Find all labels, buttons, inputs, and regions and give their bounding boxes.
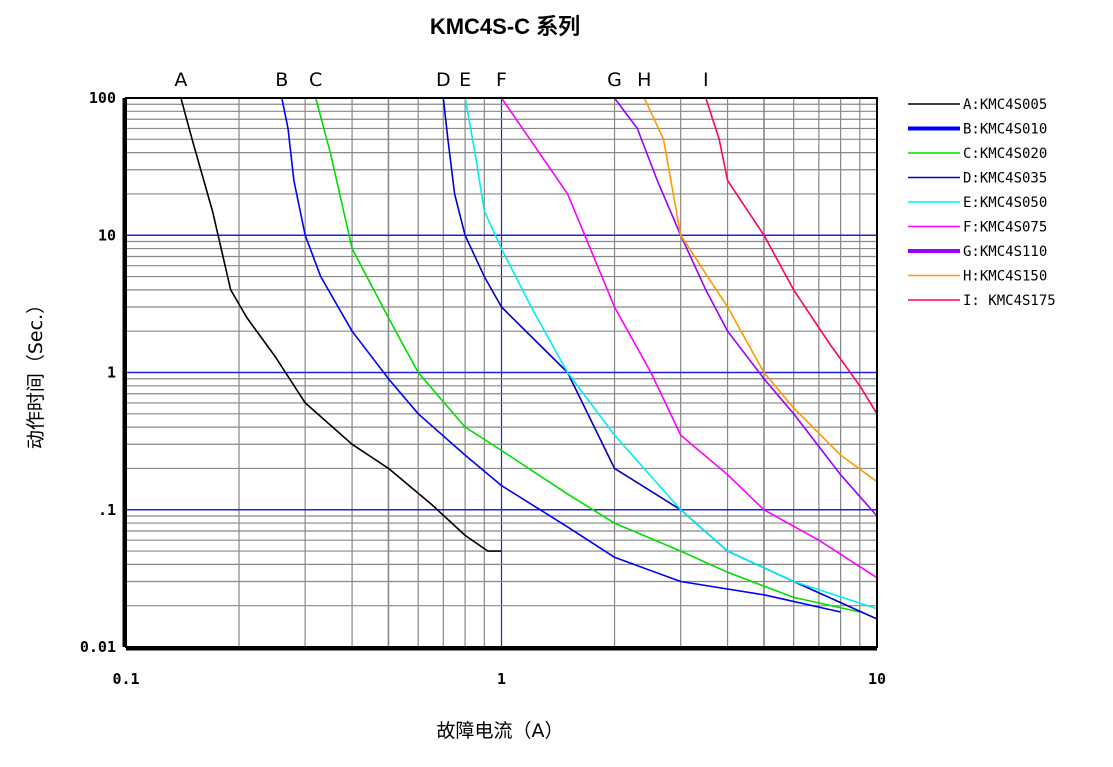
- series-line-e: [464, 97, 878, 610]
- series-line-c: [314, 97, 860, 613]
- plot-border: [125, 97, 878, 648]
- curve-letter-g: G: [607, 69, 622, 91]
- series-line-a: [180, 97, 502, 552]
- series-lines: [180, 97, 878, 620]
- legend-label: B:KMC4S010: [963, 122, 1047, 138]
- curve-letter-c: C: [309, 69, 322, 91]
- x-tick-label: 0.1: [112, 670, 139, 688]
- chart-title: KMC4S-C 系列: [430, 14, 580, 39]
- curve-letter-b: B: [275, 69, 288, 91]
- curve-letter-d: D: [436, 69, 451, 91]
- legend-label: G:KMC4S110: [963, 244, 1047, 260]
- curve-letter-h: H: [637, 69, 651, 91]
- legend-label: A:KMC4S005: [963, 97, 1047, 113]
- curve-letter-a: A: [174, 69, 187, 91]
- y-axis-label: 动作时间（Sec.）: [25, 295, 47, 449]
- legend-label: E:KMC4S050: [963, 195, 1047, 211]
- series-line-i: [705, 97, 878, 415]
- curve-letter-e: E: [459, 69, 471, 91]
- axis-ticks: 0.1 1 10 100 10 1 .1 0.01: [80, 89, 886, 688]
- y-tick-label: 1: [107, 364, 116, 382]
- y-tick-label: 10: [98, 226, 116, 244]
- plot-frame: [122, 97, 878, 651]
- legend-label: H:KMC4S150: [963, 269, 1047, 285]
- y-tick-label: .1: [98, 501, 116, 519]
- y-tick-label: 100: [89, 89, 116, 107]
- legend-label: I: KMC4S175: [963, 293, 1056, 309]
- legend-label: C:KMC4S020: [963, 146, 1047, 162]
- y-tick-label: 0.01: [80, 638, 116, 656]
- series-line-b: [281, 97, 841, 613]
- x-tick-label: 1: [497, 670, 506, 688]
- curve-letter-f: F: [496, 69, 507, 91]
- x-tick-label: 10: [868, 670, 886, 688]
- legend: A:KMC4S005 B:KMC4S010 C:KMC4S020 D:KMC4S035…: [908, 97, 1056, 309]
- grid: [126, 98, 877, 647]
- legend-label: D:KMC4S035: [963, 171, 1047, 187]
- x-axis-label: 故障电流（A）: [437, 720, 564, 742]
- series-line-h: [643, 97, 878, 483]
- curve-letter-i: I: [703, 69, 709, 91]
- series-line-d: [442, 97, 878, 620]
- legend-label: F:KMC4S075: [963, 220, 1047, 236]
- series-line-f: [500, 97, 878, 579]
- series-line-g: [613, 97, 878, 517]
